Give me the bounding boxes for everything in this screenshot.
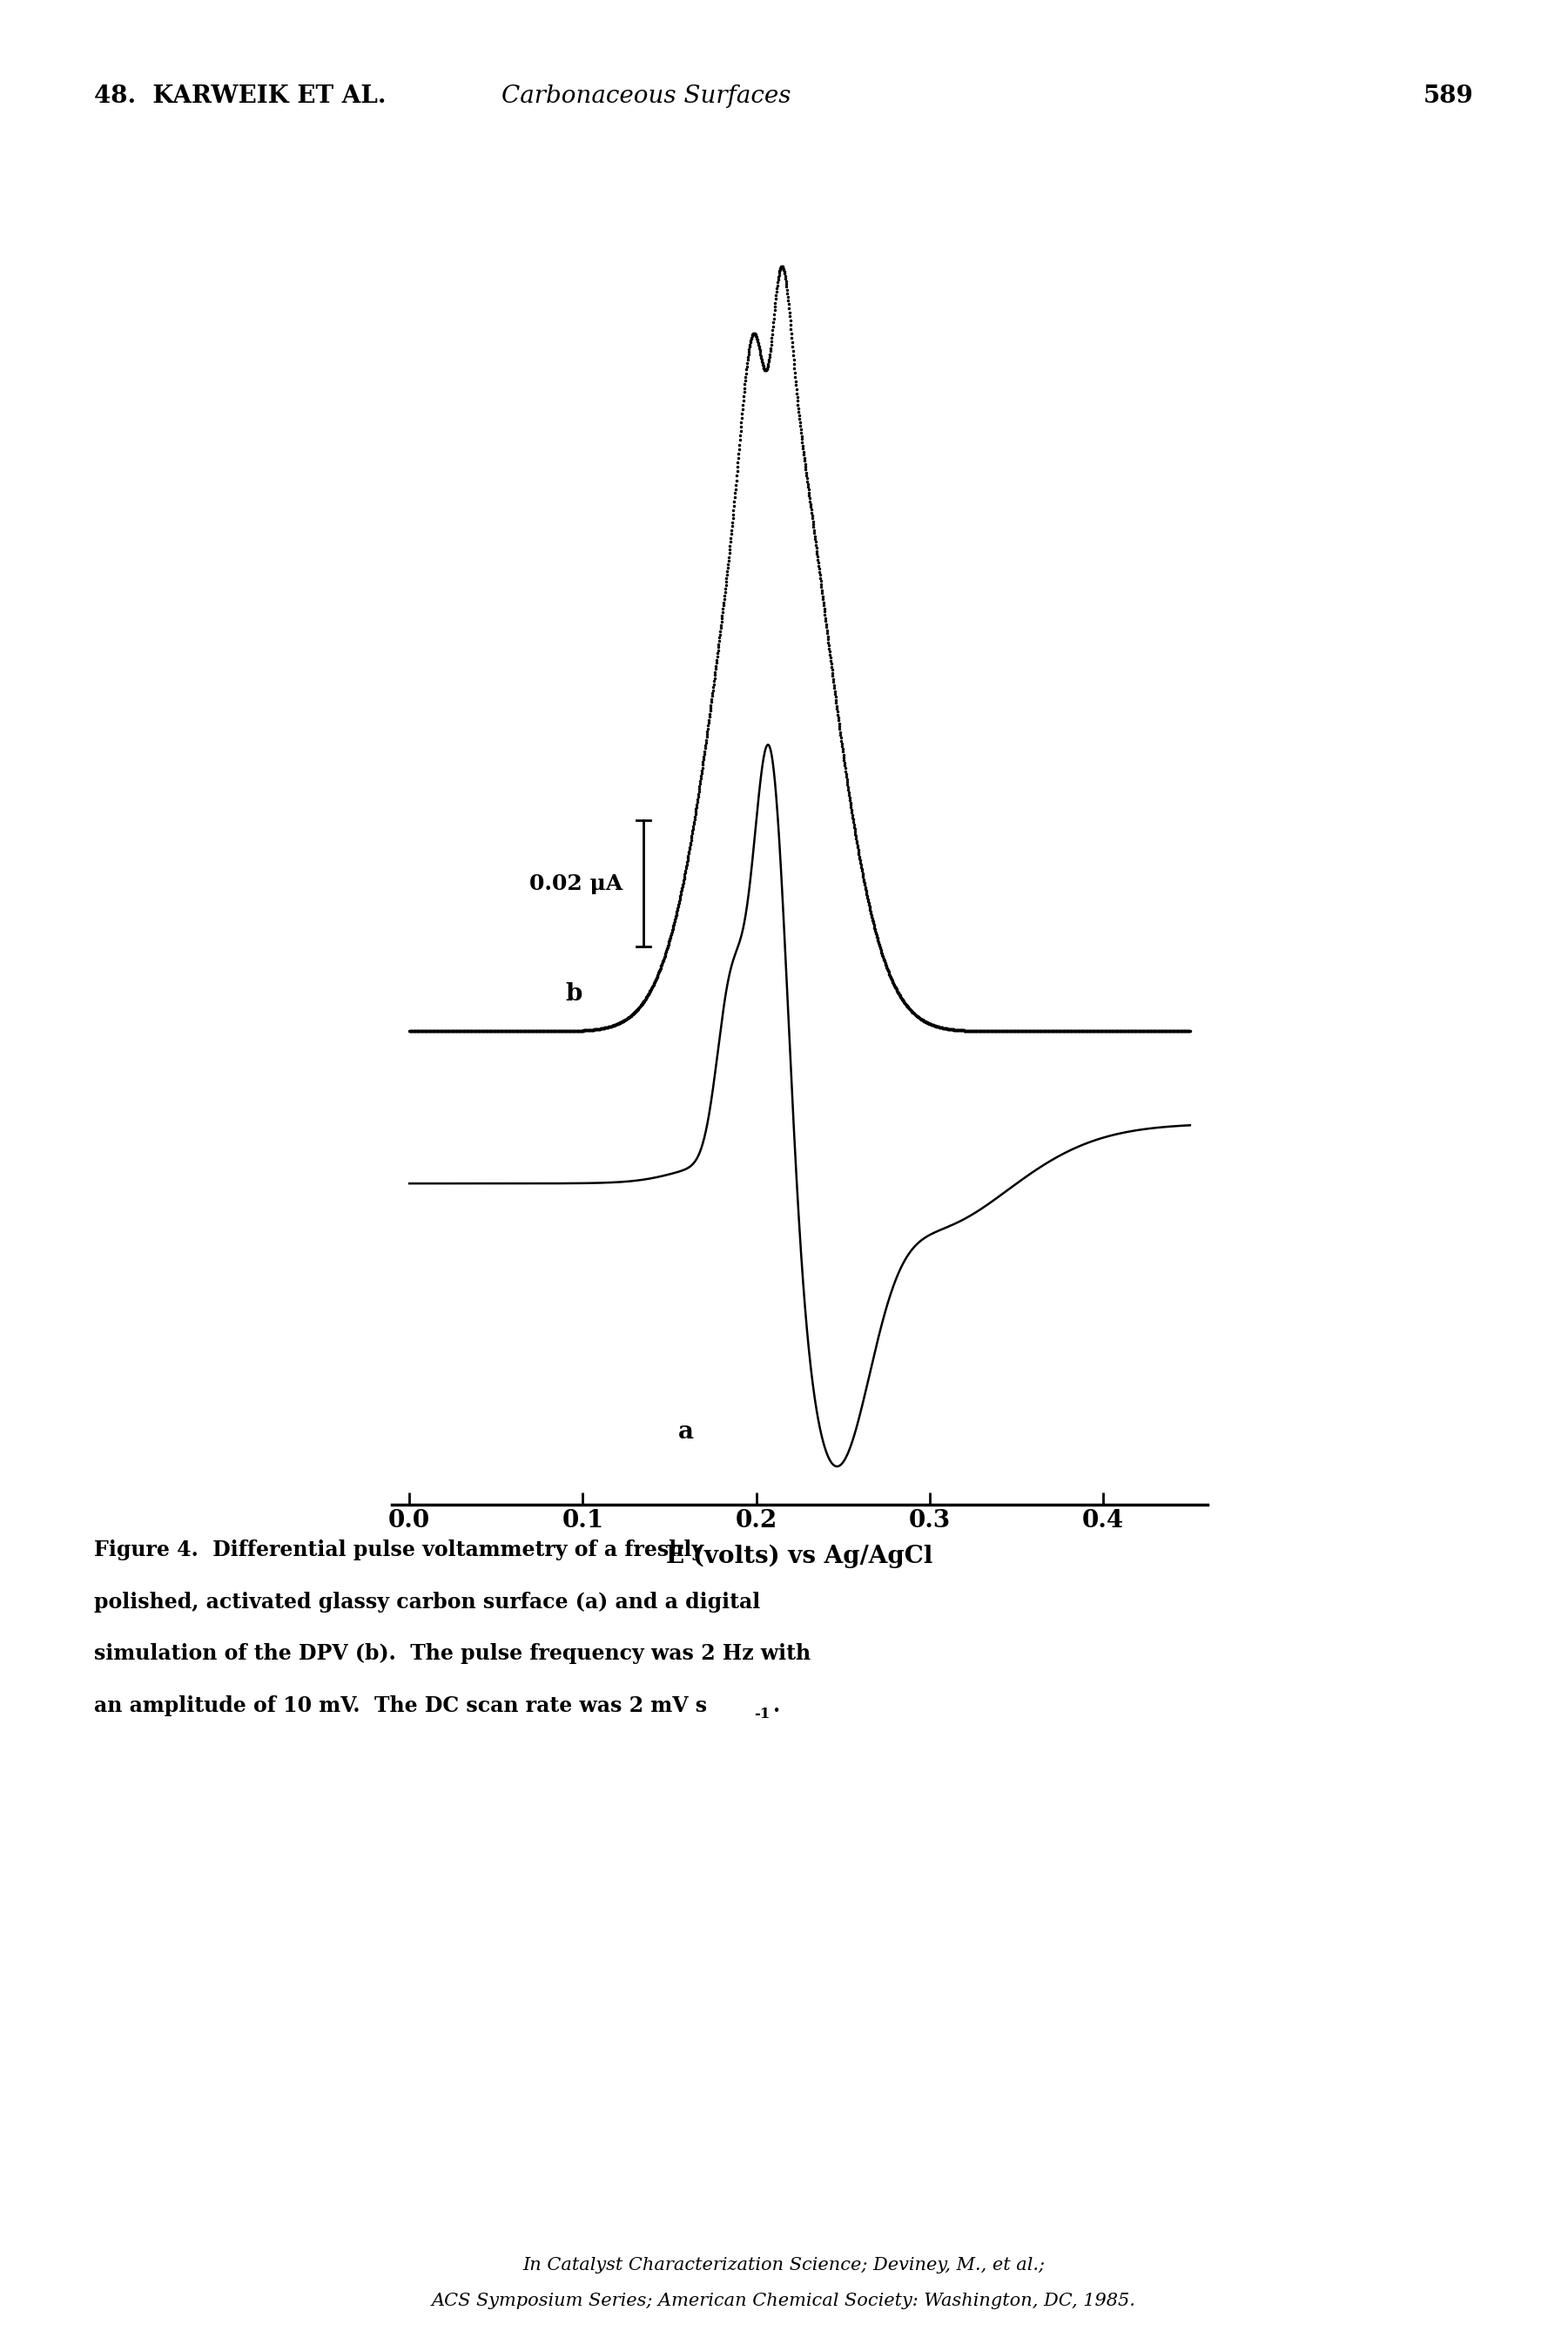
Text: simulation of the DPV (b).  The pulse frequency was 2 Hz with: simulation of the DPV (b). The pulse fre… bbox=[94, 1643, 811, 1665]
Text: In Catalyst Characterization Science; Deviney, M., et al.;: In Catalyst Characterization Science; De… bbox=[522, 2257, 1046, 2273]
Text: 0.02 μA: 0.02 μA bbox=[530, 872, 622, 893]
X-axis label: E (volts) vs Ag/AgCl: E (volts) vs Ag/AgCl bbox=[666, 1545, 933, 1568]
Text: b: b bbox=[566, 983, 582, 1006]
Text: ACS Symposium Series; American Chemical Society: Washington, DC, 1985.: ACS Symposium Series; American Chemical … bbox=[431, 2292, 1137, 2309]
Text: Carbonaceous Surfaces: Carbonaceous Surfaces bbox=[502, 85, 792, 108]
Text: Figure 4.  Differential pulse voltammetry of a freshly: Figure 4. Differential pulse voltammetry… bbox=[94, 1540, 704, 1561]
Text: 589: 589 bbox=[1424, 85, 1474, 108]
Text: 48.  KARWEIK ET AL.: 48. KARWEIK ET AL. bbox=[94, 85, 386, 108]
Text: an amplitude of 10 mV.  The DC scan rate was 2 mV s: an amplitude of 10 mV. The DC scan rate … bbox=[94, 1695, 707, 1716]
Text: a: a bbox=[679, 1420, 695, 1444]
Text: polished, activated glassy carbon surface (a) and a digital: polished, activated glassy carbon surfac… bbox=[94, 1592, 760, 1613]
Text: -1: -1 bbox=[754, 1707, 770, 1721]
Text: .: . bbox=[773, 1695, 779, 1716]
